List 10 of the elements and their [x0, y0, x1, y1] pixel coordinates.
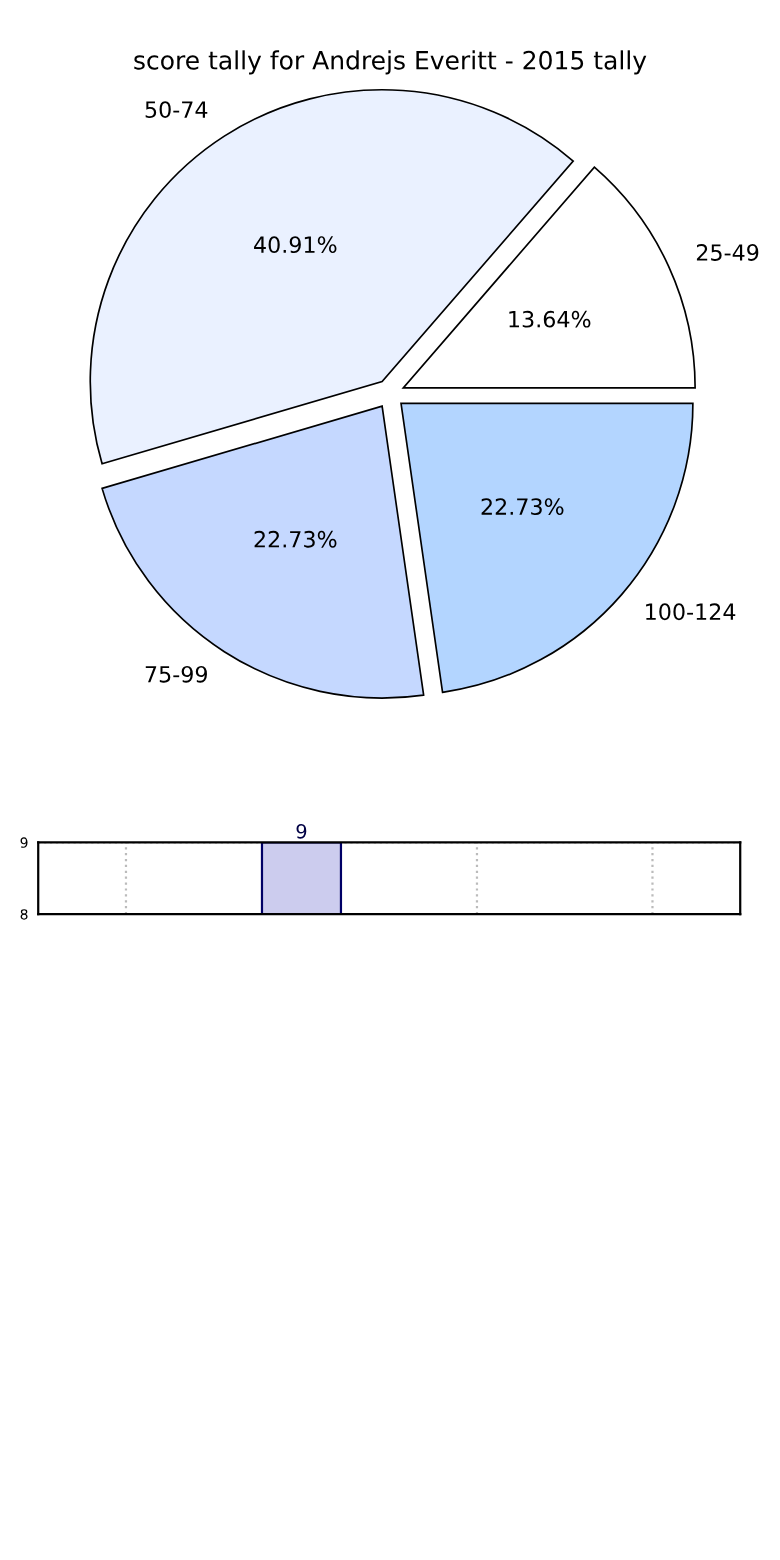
chart-title: score tally for Andrejs Everitt - 2015 tally [134, 50, 647, 75]
data-label: 40.91% [254, 236, 337, 254]
data-label: 13.64% [509, 310, 591, 328]
slice-label: 50-74 [145, 101, 208, 119]
data-label: 22.73% [481, 498, 564, 516]
data-label: 9 [296, 823, 307, 839]
slice-label: 75-99 [145, 665, 207, 683]
slice-label: 25-49 [696, 244, 759, 261]
slice-label: 100-124 [646, 603, 736, 621]
data-label: 22.73% [254, 530, 337, 548]
